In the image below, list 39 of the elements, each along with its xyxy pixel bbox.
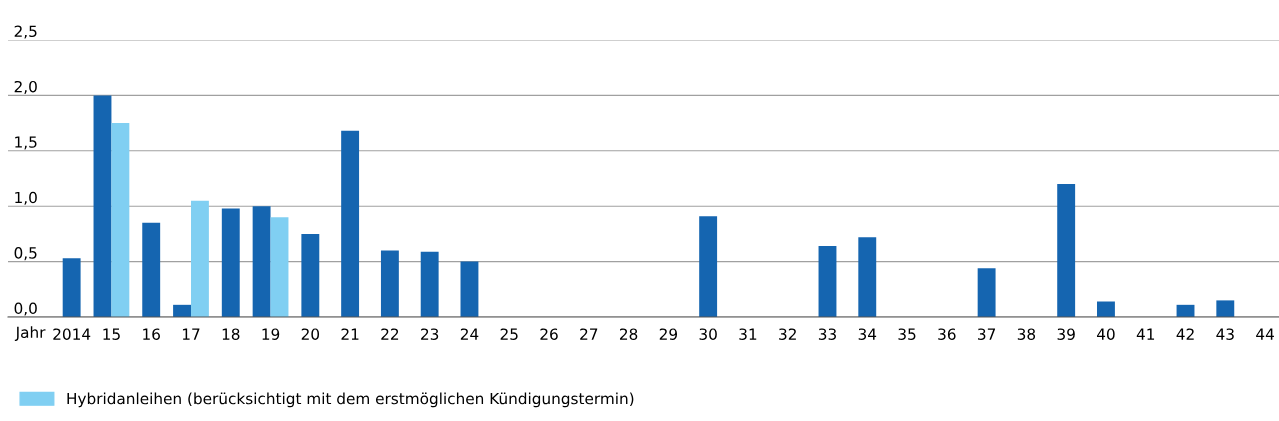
x-tick-label: 24 bbox=[460, 328, 479, 340]
x-tick-label: 42 bbox=[1176, 328, 1194, 340]
legend-label: Hybridanleihen (berücksichtigt mit dem erstmöglichen Kündigungstermin) bbox=[67, 392, 634, 408]
x-tick-label: 40 bbox=[1096, 328, 1115, 340]
x-tick-label: 17 bbox=[182, 328, 200, 340]
x-tick-label: 37 bbox=[978, 328, 996, 340]
x-tick-label: 18 bbox=[222, 328, 240, 340]
x-tick-label: 36 bbox=[938, 328, 956, 340]
x-tick-label: 23 bbox=[421, 328, 439, 340]
y-tick-label: 1,5 bbox=[15, 136, 37, 150]
x-tick-label: 20 bbox=[301, 328, 320, 340]
x-tick-label: 44 bbox=[1256, 328, 1274, 340]
x-tick-label: 31 bbox=[739, 328, 757, 340]
y-tick-label: 0,5 bbox=[14, 247, 37, 261]
x-tick-label: 16 bbox=[143, 328, 160, 340]
x-tick-label: 33 bbox=[818, 328, 836, 340]
x-tick-label: 30 bbox=[699, 328, 717, 340]
x-tick-label: 26 bbox=[540, 328, 558, 340]
y-tick-label: 1,0 bbox=[15, 191, 37, 205]
x-tick-label: 25 bbox=[500, 328, 518, 340]
x-tick-label: 35 bbox=[898, 328, 916, 340]
x-axis-title: Jahr bbox=[14, 326, 46, 341]
x-tick-label: 29 bbox=[659, 328, 678, 340]
x-tick-label: 22 bbox=[381, 328, 399, 340]
x-tick-label: 28 bbox=[619, 328, 638, 340]
x-tick-label: 15 bbox=[103, 328, 120, 340]
x-tick-label: 39 bbox=[1057, 328, 1075, 340]
y-tick-label: 2,5 bbox=[14, 25, 37, 39]
x-tick-label: 19 bbox=[262, 328, 280, 340]
y-tick-label: 2,0 bbox=[14, 80, 37, 94]
x-tick-label: 2014 bbox=[53, 328, 91, 340]
x-tick-label: 21 bbox=[341, 328, 359, 340]
x-tick-label: 38 bbox=[1017, 328, 1036, 340]
x-tick-label: 34 bbox=[858, 328, 877, 340]
x-tick-label: 32 bbox=[779, 328, 796, 340]
y-tick-label: 0,0 bbox=[14, 302, 37, 316]
x-tick-label: 41 bbox=[1136, 328, 1155, 340]
x-tick-label: 27 bbox=[580, 328, 598, 340]
x-tick-label: 43 bbox=[1216, 328, 1234, 340]
